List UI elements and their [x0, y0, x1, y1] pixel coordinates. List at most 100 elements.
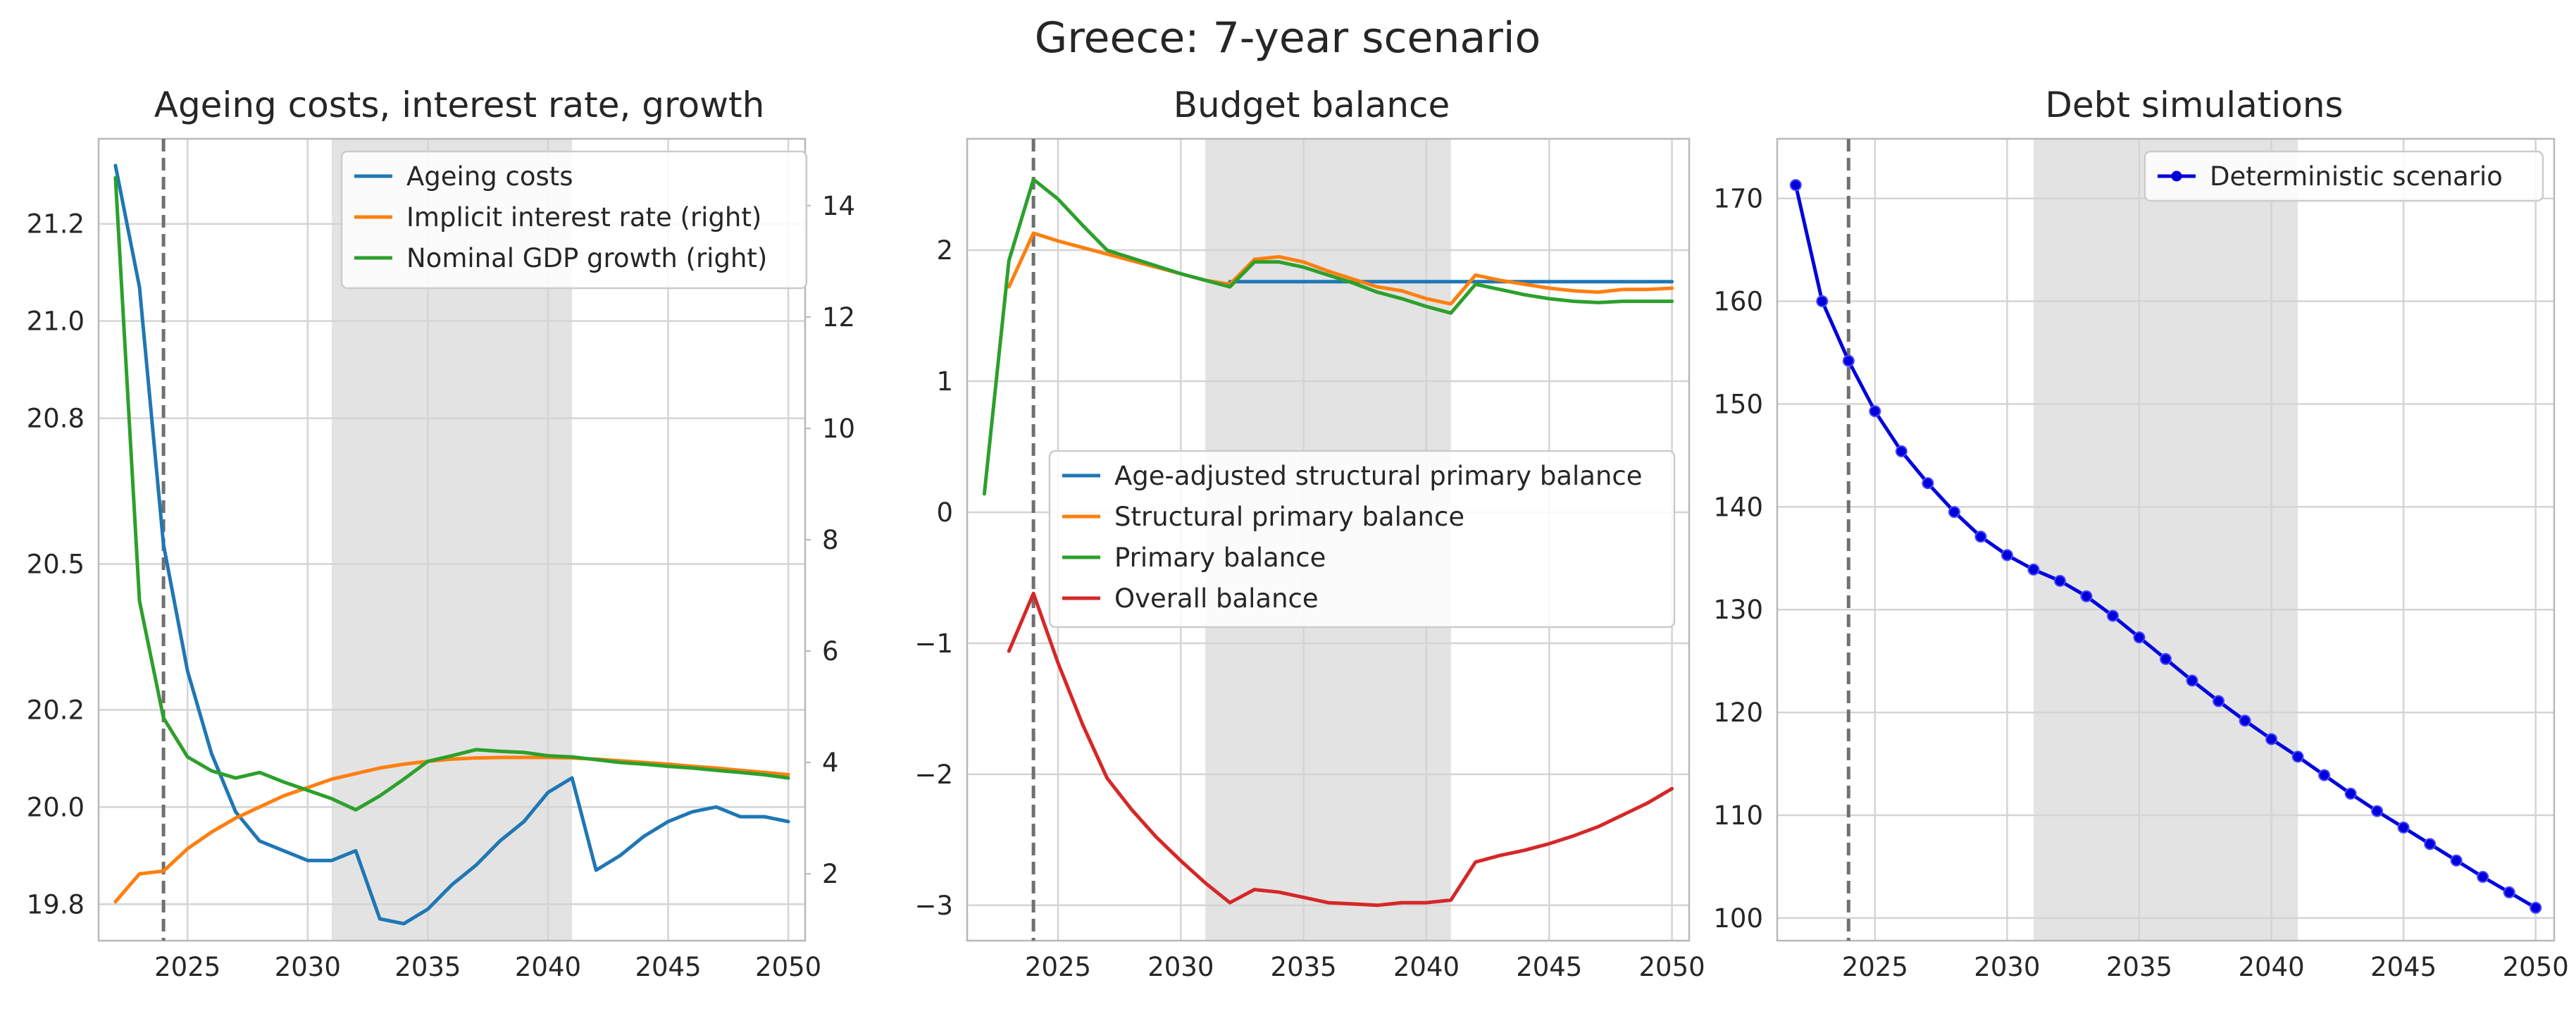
series-group [113, 163, 790, 926]
data-point [1974, 531, 1987, 543]
series-group [1789, 179, 2542, 914]
data-point [2318, 769, 2331, 781]
data-point [2291, 750, 2304, 763]
data-point [2186, 674, 2198, 687]
legend-label: Age-adjusted structural primary balance [1114, 461, 1643, 491]
legend-box [340, 150, 808, 290]
legend-marker [2171, 171, 2182, 182]
x-tick-label: 2035 [394, 952, 461, 982]
data-point [2106, 609, 2119, 622]
series-line-primary-balance [982, 178, 1674, 496]
y-tick-label: 20.2 [27, 695, 85, 725]
x-tick-label: 2025 [154, 952, 220, 982]
series-line-implicit-interest-rate-right [113, 755, 790, 904]
y2-tick-label: 6 [822, 636, 839, 667]
y2-tick-label: 8 [822, 525, 839, 555]
y-tick-label: 100 [1713, 903, 1763, 934]
data-point [1869, 405, 1881, 418]
x-tick-label: 2045 [2370, 952, 2437, 982]
data-point [2053, 574, 2066, 587]
data-point [2503, 886, 2515, 898]
series-group [982, 178, 1674, 908]
panel-ageing-costs: Ageing costs, interest rate, growth 2025… [27, 85, 855, 982]
y-tick-label: 120 [1713, 698, 1763, 728]
legend-label: Structural primary balance [1114, 502, 1464, 532]
data-point [2371, 805, 2384, 817]
y-tick-label: 140 [1713, 492, 1763, 522]
x-tick-label: 2030 [1974, 952, 2040, 982]
data-point [2213, 695, 2225, 707]
x-tick-label: 2045 [1516, 952, 1582, 982]
x-tick-label: 2025 [1025, 952, 1091, 982]
legend-label: Ageing costs [406, 161, 573, 192]
x-tick-label: 2030 [1147, 952, 1214, 982]
data-point [1922, 477, 1934, 490]
x-tick-label: 2045 [635, 952, 701, 982]
y-tick-label: 160 [1713, 287, 1763, 317]
y-tick-label: 150 [1713, 389, 1763, 419]
figure-title: Greece: 7-year scenario [1035, 13, 1541, 63]
series-line-structural-primary-balance [1007, 231, 1674, 306]
y-tick-label: 130 [1713, 595, 1763, 625]
series-line-ageing-costs [113, 163, 790, 926]
x-tick-label: 2035 [2106, 952, 2172, 982]
y-tick-label: −1 [914, 629, 953, 659]
data-point [2397, 822, 2410, 834]
y-tick-label: −3 [914, 891, 953, 921]
gridlines [1777, 139, 2554, 941]
y-tick-label: 21.0 [27, 307, 85, 337]
legend-label: Primary balance [1114, 543, 1326, 573]
x-tick-label: 2035 [1271, 952, 1337, 982]
data-point [1895, 445, 1908, 458]
data-point [2239, 714, 2251, 727]
x-tick-label: 2025 [1842, 952, 1908, 982]
y2-tick-label: 2 [822, 859, 839, 889]
y2-tick-label: 4 [822, 748, 839, 778]
x-tick-label: 2050 [2503, 952, 2569, 982]
y-tick-label: −2 [914, 760, 953, 790]
y-tick-label: 20.8 [27, 404, 85, 434]
series-line-overall-balance [1007, 591, 1674, 908]
y-tick-label: 1 [936, 366, 953, 397]
data-point [2477, 871, 2489, 884]
legend-label: Implicit interest rate (right) [406, 202, 761, 233]
plot-frame [1776, 137, 2556, 942]
data-point [1948, 506, 1960, 519]
plot-frame [966, 137, 1691, 942]
data-point [2344, 787, 2357, 800]
panel-title: Debt simulations [2045, 85, 2343, 125]
x-tick-label: 2040 [2238, 952, 2304, 982]
data-point [1816, 295, 1829, 308]
data-point [2450, 854, 2463, 867]
data-point [2027, 563, 2040, 576]
y-tick-label: 170 [1713, 184, 1763, 214]
data-point [2530, 901, 2542, 914]
y-tick-label: 2 [936, 235, 953, 266]
panel-debt-simulations: Debt simulations 2025 2030 2035 2040 2045 205… [1713, 85, 2568, 982]
y2-tick-label: 10 [822, 414, 855, 444]
y2-tick-label: 12 [822, 302, 855, 333]
x-tick-label: 2040 [1393, 952, 1460, 982]
y-tick-label: 0 [936, 497, 953, 528]
panel-title: Ageing costs, interest rate, growth [154, 85, 765, 125]
data-point [1789, 179, 1802, 192]
x-tick-label: 2050 [755, 952, 821, 982]
x-tick-label: 2040 [515, 952, 581, 982]
series-line-nominal-gdp-growth-right [113, 175, 790, 812]
legend: Age-adjusted structural primary balance S… [1048, 450, 1676, 629]
data-point [2133, 631, 2146, 644]
data-point [1842, 354, 1855, 367]
legend-box [2143, 150, 2544, 202]
data-point [2160, 652, 2172, 665]
data-point [2424, 838, 2437, 850]
shaded-period [2033, 139, 2298, 941]
data-point [2265, 733, 2278, 745]
legend-box [1048, 450, 1676, 629]
x-tick-label: 2050 [1639, 952, 1705, 982]
legend-label: Overall balance [1114, 583, 1319, 614]
y-tick-label: 110 [1713, 800, 1763, 831]
y-tick-label: 20.5 [27, 549, 85, 579]
legend: Ageing costs Implicit interest rate (righ… [340, 150, 808, 290]
data-point [2080, 590, 2093, 602]
